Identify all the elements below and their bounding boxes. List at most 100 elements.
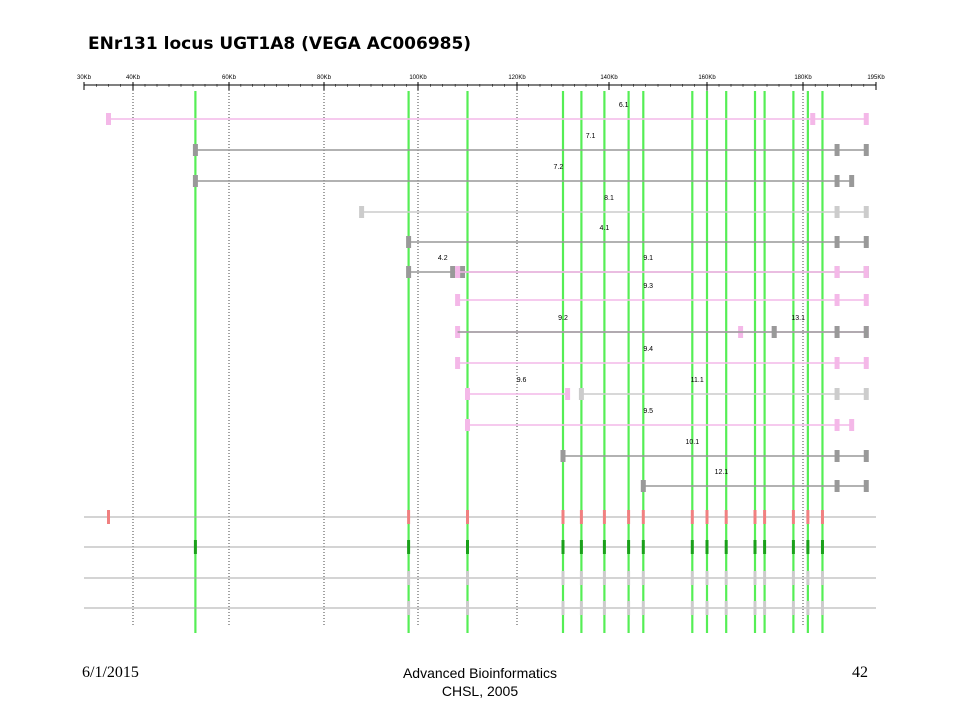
exon-block (455, 266, 461, 278)
exon-block (834, 144, 840, 156)
exon-block (863, 294, 869, 306)
track-lightgray-mark (466, 571, 469, 585)
exon-block (834, 206, 840, 218)
track-green-mark (561, 540, 565, 554)
exon-block (106, 113, 111, 125)
track-lightgray-mark (627, 571, 631, 585)
footer-course-block: Advanced Bioinformatics CHSL, 2005 (380, 664, 580, 700)
track-red-mark (579, 510, 583, 524)
track-red-mark (690, 510, 694, 524)
exon-block (455, 294, 461, 306)
exon-block (849, 175, 855, 187)
footer-org: CHSL, 2005 (441, 683, 519, 699)
track-lightgray-mark (602, 601, 606, 615)
track-red-mark (641, 510, 645, 524)
track-green-mark (193, 540, 197, 554)
track-green-mark (820, 540, 824, 554)
exon-block (834, 266, 840, 278)
track-lightgray-mark (820, 601, 824, 615)
exon-block (863, 357, 869, 369)
page-number: 42 (852, 664, 868, 681)
exon-block (863, 113, 869, 125)
track-lightgray-mark (579, 571, 583, 585)
track-green-mark (791, 540, 795, 554)
track-lightgray-mark (407, 571, 411, 585)
track-lightgray-mark (690, 571, 694, 585)
track-lightgray-mark (763, 601, 767, 615)
scale-tick-label: 120Kb (508, 75, 526, 81)
exon-block (834, 480, 840, 492)
scale-tick-label: 40Kb (126, 75, 141, 81)
track-green-mark (641, 540, 645, 554)
transcript-label: 9.2 (558, 315, 568, 322)
track-red-mark (407, 510, 411, 524)
track-lightgray-mark (791, 571, 795, 585)
transcript-label: 6.1 (619, 102, 629, 109)
transcript-label: 7.1 (586, 133, 596, 140)
exon-block (640, 480, 646, 492)
transcript-label: 4.2 (438, 255, 448, 262)
exon-block (406, 266, 412, 278)
exon-block (192, 144, 198, 156)
exon-block (863, 450, 869, 462)
track-lightgray-mark (690, 601, 694, 615)
track-lightgray-mark (806, 571, 810, 585)
scale-tick-label: 180Kb (794, 75, 812, 81)
exon-block (863, 388, 869, 400)
track-lightgray-mark (602, 571, 606, 585)
transcript-label: 9.3 (643, 283, 653, 290)
transcript-label: 8.1 (604, 195, 614, 202)
transcript-label: 9.6 (517, 377, 527, 384)
scale-tick-label: 60Kb (222, 75, 237, 81)
exon-block (450, 266, 456, 278)
exon-block (863, 144, 869, 156)
track-lightgray-mark (753, 601, 757, 615)
exon-block (834, 450, 840, 462)
exon-block (560, 450, 566, 462)
exon-block (863, 206, 869, 218)
track-lightgray-mark (791, 601, 795, 615)
track-green-mark (407, 540, 411, 554)
transcript-label: 4.1 (600, 225, 610, 232)
exon-block (578, 388, 584, 400)
track-red-mark (806, 510, 810, 524)
scale-tick-label: 80Kb (317, 75, 332, 81)
transcript-label: 11.1 (691, 377, 704, 384)
scale-tick-label: 195Kb (867, 75, 885, 81)
track-lightgray-mark (627, 601, 631, 615)
track-lightgray-mark (705, 571, 709, 585)
transcript-label: 9.5 (643, 408, 653, 415)
track-green-mark (579, 540, 583, 554)
footer-date: 6/1/2015 (82, 664, 139, 681)
track-green-mark (627, 540, 631, 554)
track-lightgray-mark (561, 571, 565, 585)
track-lightgray-mark (806, 601, 810, 615)
scale-tick-label: 30Kb (77, 75, 92, 81)
transcript-label: 12.1 (715, 469, 729, 476)
transcript-label: 7.2 (554, 164, 564, 171)
track-lightgray-mark (705, 601, 709, 615)
track-lightgray-mark (724, 571, 728, 585)
exon-block (810, 113, 816, 125)
exon-block (565, 388, 571, 400)
track-green-mark (466, 540, 469, 554)
transcript-label: 9.1 (643, 255, 653, 262)
footer-course: Advanced Bioinformatics (402, 665, 558, 681)
exon-block (834, 419, 840, 431)
track-green-mark (602, 540, 606, 554)
exon-block (863, 236, 869, 248)
track-lightgray-mark (753, 571, 757, 585)
track-lightgray-mark (407, 601, 411, 615)
scale-tick-label: 160Kb (698, 75, 716, 81)
scale-tick-label: 100Kb (409, 75, 427, 81)
exon-block (465, 388, 470, 400)
track-lightgray-mark (579, 601, 583, 615)
track-green-mark (724, 540, 728, 554)
track-lightgray-mark (724, 601, 728, 615)
track-red-mark (820, 510, 824, 524)
track-red-mark (753, 510, 757, 524)
track-red-mark (107, 510, 110, 524)
exon-block (465, 419, 470, 431)
exon-block (455, 357, 461, 369)
